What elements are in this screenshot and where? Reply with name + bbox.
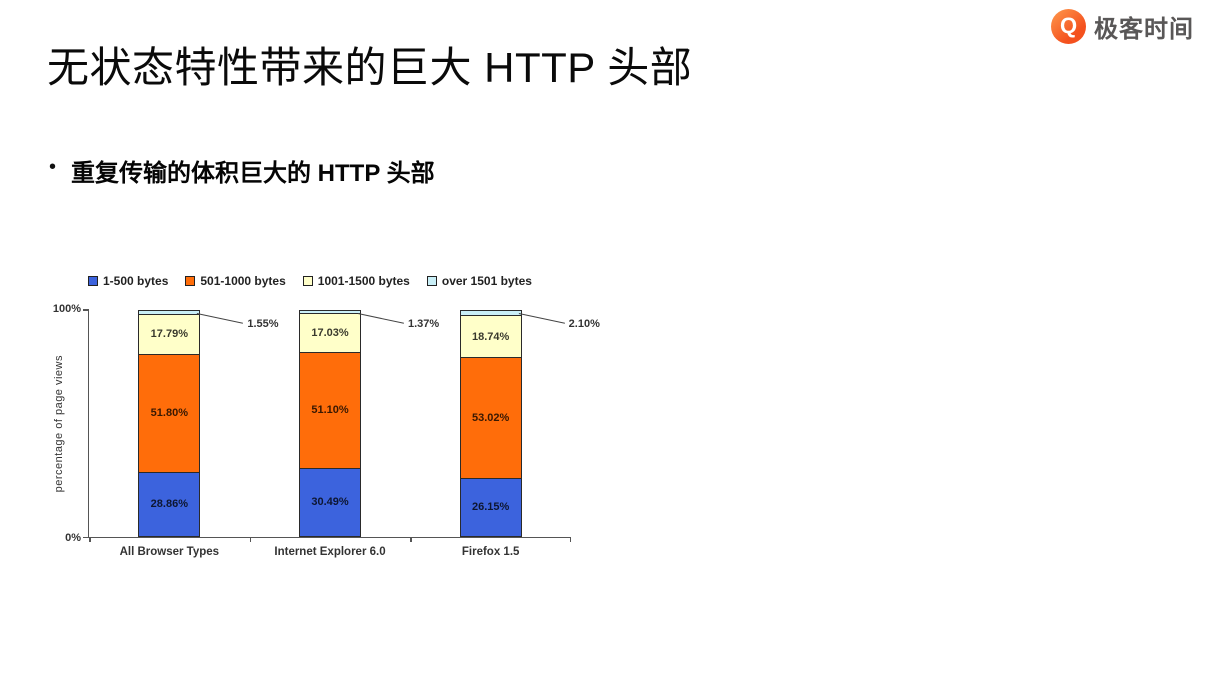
bar-segment: 53.02% (459, 357, 522, 478)
y-tick-label-0: 0% (65, 532, 81, 544)
legend-swatch (88, 276, 98, 286)
bar-value-label: 51.10% (311, 404, 349, 417)
bullet-marker: • (49, 156, 57, 178)
bar-value-label: 17.79% (150, 328, 188, 341)
bar-segment (459, 310, 522, 315)
y-tick-100 (83, 309, 89, 311)
bullet-item: • 重复传输的体积巨大的 HTTP 头部 (49, 153, 435, 188)
bar-segment (138, 310, 201, 314)
y-tick-0 (83, 536, 89, 538)
bar-segment: 28.86% (138, 471, 201, 537)
bar-column: 28.86% 51.80% 17.79% 1.55% (89, 310, 279, 537)
bar: 30.49% 51.10% 17.03% 1.37% (298, 310, 439, 537)
legend-swatch (185, 276, 196, 286)
bar-segment (298, 310, 361, 314)
bar-value-label: 18.74% (472, 330, 510, 343)
callout-value-label: 1.37% (407, 318, 440, 330)
bar-column: 30.49% 51.10% 17.03% 1.37% (250, 310, 439, 537)
bullet-text: 重复传输的体积巨大的 HTTP 头部 (71, 160, 435, 187)
geektime-logo: Q 极客时间 (1051, 9, 1194, 44)
geektime-logo-icon: Q (1051, 9, 1086, 44)
legend-item: 501-1000 bytes (185, 274, 286, 288)
callout-value-label: 1.55% (247, 318, 279, 330)
bar-value-label: 30.49% (311, 496, 349, 509)
legend-item: 1-500 bytes (88, 274, 168, 288)
bar-segment: 30.49% (298, 467, 361, 537)
bar: 26.15% 53.02% 18.74% 2.10% (459, 310, 600, 537)
bar-segment: 18.74% (459, 314, 522, 358)
logo-text: 极客时间 (1094, 16, 1194, 43)
legend-label: 1-500 bytes (103, 274, 169, 288)
bar-value-label: 28.86% (150, 498, 188, 511)
y-tick-label-100: 100% (52, 303, 81, 315)
bar-segment: 51.10% (298, 351, 361, 468)
callout-value-label: 2.10% (568, 318, 600, 330)
x-axis-tick (569, 537, 571, 542)
bar-value-label: 17.03% (311, 326, 349, 339)
x-axis-tick (89, 537, 91, 542)
bar-segment: 17.03% (298, 313, 361, 352)
legend-label: over 1501 bytes (441, 274, 532, 288)
legend-swatch (426, 276, 437, 286)
stacked-bar-chart: 1-500 bytes 501-1000 bytes 1001-1500 bytes… (45, 268, 600, 568)
legend-item: over 1501 bytes (426, 274, 532, 288)
plot-area: 100% 0% percentage of page views 28.86% 5… (53, 303, 600, 558)
legend-label: 1001-1500 bytes (317, 274, 410, 288)
legend-item: 1001-1500 bytes (302, 274, 410, 288)
legend-swatch (302, 276, 313, 286)
bar-segment: 17.79% (138, 313, 201, 354)
category-label: Internet Explorer 6.0 (274, 546, 386, 558)
logo-q-glyph: Q (1059, 12, 1078, 38)
bar-value-label: 26.15% (472, 501, 510, 514)
page-title: 无状态特性带来的巨大 HTTP 头部 (47, 44, 693, 91)
x-axis-tick (410, 537, 412, 542)
legend-label: 501-1000 bytes (200, 274, 286, 288)
chart-legend: 1-500 bytes 501-1000 bytes 1001-1500 bytes… (88, 274, 532, 288)
callout-line (357, 313, 404, 324)
y-axis-title: percentage of page views (53, 354, 65, 493)
bar-value-label: 51.80% (150, 407, 188, 420)
callout-line (518, 313, 565, 324)
category-label: All Browser Types (119, 546, 220, 558)
bar-value-label: 53.02% (472, 411, 510, 424)
callout-line (197, 313, 244, 324)
x-axis-tick (249, 537, 252, 542)
bar-segment: 26.15% (459, 477, 522, 537)
bar-segment: 51.80% (138, 353, 201, 472)
bar: 28.86% 51.80% 17.79% 1.55% (138, 310, 279, 537)
category-label: Firefox 1.5 (461, 546, 520, 558)
bar-column: 26.15% 53.02% 18.74% 2.10% (410, 310, 600, 537)
